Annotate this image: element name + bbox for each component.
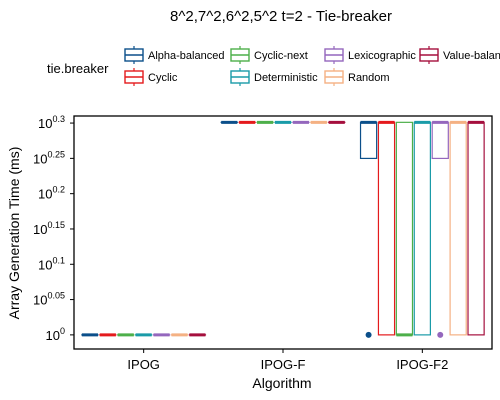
legend-title: tie.breaker	[47, 61, 109, 76]
y-tick-label: 100.25	[33, 149, 65, 166]
series-cyclic	[99, 120, 396, 337]
y-tick-label: 100.1	[38, 255, 65, 272]
legend-label: Cyclic	[148, 72, 178, 84]
x-tick-label: IPOG-F	[261, 357, 306, 372]
box	[467, 120, 485, 336]
plot-layer	[81, 120, 485, 338]
x-axis-label: Algorithm	[252, 375, 311, 391]
box	[377, 120, 396, 336]
legend-item: Value-balan	[419, 46, 500, 64]
legend-item: Alpha-balanced	[124, 46, 224, 64]
box-body	[377, 121, 396, 336]
legend-label: Value-balan	[443, 50, 500, 62]
legend-label: Deterministic	[254, 72, 318, 84]
box	[413, 120, 431, 336]
legend-label: Random	[348, 72, 390, 84]
y-axis-label: Array Generation Time (ms)	[6, 147, 22, 320]
series-alpha-balanced	[81, 120, 378, 338]
y-tick-label: 100.2	[38, 185, 65, 202]
legend-item: Cyclic	[124, 68, 178, 86]
chart-title: 8^2,7^2,6^2,5^2 t=2 - Tie-breaker	[170, 8, 392, 25]
box-body	[413, 121, 431, 336]
legend-label: Cyclic-next	[254, 50, 308, 62]
series-cyclic-next	[117, 120, 414, 337]
series-value-balanced	[188, 120, 485, 337]
legend-label: Alpha-balanced	[148, 50, 224, 62]
series-deterministic	[135, 120, 431, 337]
box-body	[395, 121, 414, 336]
y-tick-label: 100	[46, 326, 65, 343]
series-lexicographic	[152, 120, 449, 338]
box-body	[359, 121, 378, 160]
legend-item: Deterministic	[230, 68, 318, 86]
box-body	[467, 121, 485, 336]
box-outlier	[365, 331, 372, 338]
y-tick-label: 100.3	[38, 114, 65, 131]
box	[431, 120, 449, 338]
y-tick-label: 100.05	[33, 291, 65, 308]
box	[449, 120, 467, 336]
y-axis-ticks: 100 100.05 100.1 100.15 100.2 100.25 100.3	[33, 114, 74, 343]
legend-item: Cyclic-next	[230, 46, 308, 64]
x-tick-label: IPOG	[127, 357, 160, 372]
box-body	[449, 121, 467, 336]
legend-label: Lexicographic	[348, 50, 416, 62]
box-outlier	[437, 331, 444, 338]
x-tick-label: IPOG-F2	[396, 357, 448, 372]
legend-item: Lexicographic	[324, 46, 416, 64]
box-body	[431, 121, 449, 160]
box	[359, 120, 378, 338]
legend-item: Random	[324, 68, 390, 86]
box	[395, 121, 414, 337]
legend-items: Alpha-balanced Cyclic Cyclic-next Determini…	[124, 46, 500, 86]
x-axis-ticks: IPOG IPOG-F IPOG-F2	[127, 349, 448, 372]
series-random	[170, 120, 467, 337]
y-tick-label: 100.15	[33, 220, 65, 237]
